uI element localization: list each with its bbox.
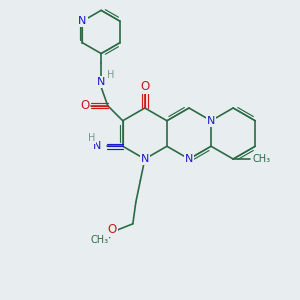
Text: N: N [185, 154, 193, 164]
Text: N: N [97, 77, 105, 87]
Text: N: N [141, 154, 149, 164]
Text: O: O [108, 223, 117, 236]
Text: CH₃: CH₃ [252, 154, 270, 164]
Text: O: O [140, 80, 149, 93]
Text: N: N [78, 16, 87, 26]
Text: N: N [207, 116, 215, 126]
Text: H: H [88, 133, 95, 143]
Text: H: H [107, 70, 114, 80]
Text: N: N [93, 141, 102, 151]
Text: O: O [80, 99, 89, 112]
Text: CH₃: CH₃ [90, 235, 108, 245]
